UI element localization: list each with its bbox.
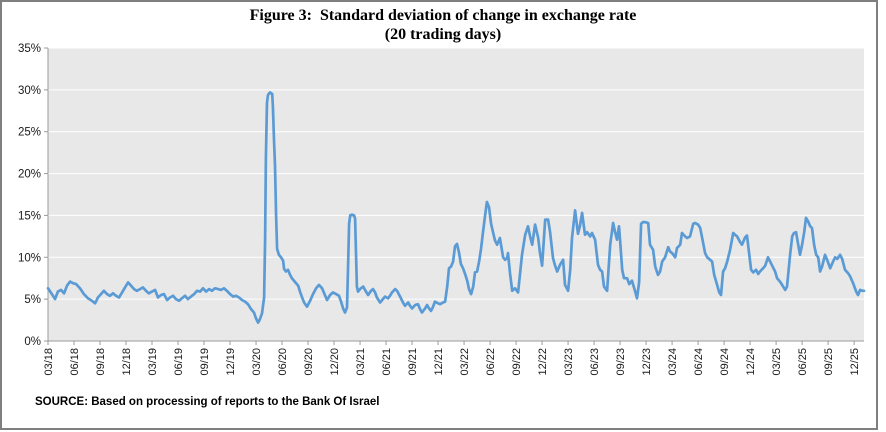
x-tick-label: 03/21 — [355, 348, 367, 376]
x-tick-label: 03/18 — [43, 348, 55, 376]
x-tick-label: 06/18 — [69, 348, 81, 376]
x-tick-label: 09/18 — [95, 348, 107, 376]
chart-title-line1: Figure 3: Standard deviation of change i… — [249, 7, 637, 24]
x-tick-label: 06/24 — [693, 348, 705, 376]
y-tick-label: 10% — [18, 252, 41, 264]
chart-title-block: Figure 3: Standard deviation of change i… — [0, 6, 886, 44]
x-tick-label: 12/25 — [849, 348, 861, 376]
x-tick-label: 06/22 — [485, 348, 497, 376]
y-tick-label: 0% — [24, 336, 41, 348]
source-note: SOURCE: Based on processing of reports t… — [35, 396, 380, 408]
y-tick-label: 5% — [24, 294, 41, 306]
x-tick-label: 03/20 — [251, 348, 263, 376]
x-tick-label: 03/23 — [563, 348, 575, 376]
x-tick-label: 12/24 — [745, 348, 757, 376]
y-tick-label: 30% — [18, 85, 41, 97]
y-tick-label: 15% — [18, 210, 41, 222]
x-tick-label: 06/21 — [381, 348, 393, 376]
y-tick-label: 35% — [18, 43, 41, 55]
x-tick-label: 09/20 — [303, 348, 315, 376]
y-tick-label: 20% — [18, 169, 41, 181]
x-tick-label: 06/25 — [797, 348, 809, 376]
volatility-series-line — [46, 91, 866, 324]
x-tick-label: 03/19 — [147, 348, 159, 376]
x-tick-label: 06/19 — [173, 348, 185, 376]
x-tick-label: 09/21 — [407, 348, 419, 376]
chart-title-line2: (20 trading days) — [384, 26, 502, 43]
x-tick-label: 06/20 — [277, 348, 289, 376]
x-tick-label: 03/22 — [459, 348, 471, 376]
x-tick-label: 12/23 — [641, 348, 653, 376]
x-tick-label: 09/23 — [615, 348, 627, 376]
x-tick-label: 12/18 — [121, 348, 133, 376]
x-tick-label: 09/22 — [511, 348, 523, 376]
x-tick-label: 12/21 — [433, 348, 445, 376]
x-tick-label: 12/22 — [537, 348, 549, 376]
plot-panel — [48, 48, 864, 341]
x-tick-label: 09/19 — [199, 348, 211, 376]
y-tick-label: 25% — [18, 127, 41, 139]
x-tick-label: 06/23 — [589, 348, 601, 376]
x-tick-label: 03/25 — [771, 348, 783, 376]
x-tick-label: 09/25 — [823, 348, 835, 376]
x-tick-label: 03/24 — [667, 348, 679, 376]
x-tick-label: 09/24 — [719, 348, 731, 376]
x-tick-label: 12/20 — [329, 348, 341, 376]
x-tick-label: 12/19 — [225, 348, 237, 376]
